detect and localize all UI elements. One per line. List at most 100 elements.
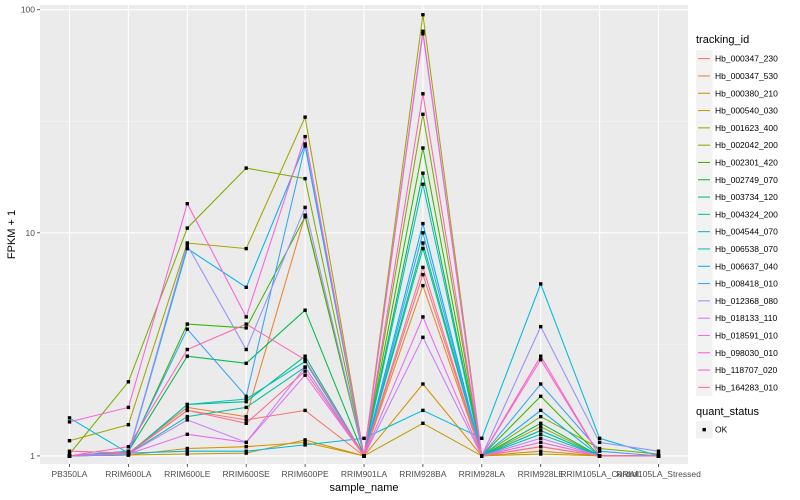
data-point <box>185 452 189 456</box>
data-point <box>303 443 307 447</box>
data-point <box>539 282 543 286</box>
x-tick-label: RRIM928LA <box>459 469 506 479</box>
data-point <box>244 322 248 326</box>
shape-legend: quant_status OK <box>696 406 759 439</box>
data-point <box>185 354 189 358</box>
x-axis-title: sample_name <box>329 482 398 494</box>
data-point <box>67 449 72 453</box>
data-point <box>244 440 248 445</box>
data-point <box>185 347 189 352</box>
data-point <box>303 373 307 377</box>
data-point <box>126 445 131 449</box>
legend-label: Hb_003734_120 <box>715 192 778 202</box>
data-point <box>421 272 425 277</box>
data-point <box>421 382 425 386</box>
data-point <box>185 241 189 245</box>
legend-item: Hb_004544_070 <box>696 223 778 241</box>
data-point <box>185 226 189 230</box>
data-point <box>244 285 248 289</box>
data-point <box>185 418 189 422</box>
data-point <box>539 428 543 433</box>
data-point <box>656 449 661 453</box>
data-point <box>185 243 189 247</box>
data-point <box>539 425 543 429</box>
data-point <box>539 445 543 449</box>
data-point <box>421 408 425 413</box>
data-point <box>539 414 543 419</box>
data-point <box>421 92 425 96</box>
data-point <box>303 308 307 312</box>
shape-legend-item: OK <box>696 421 728 439</box>
x-tick-label: RRIM600LA <box>105 469 152 479</box>
y-tick-label: 1 <box>30 451 35 461</box>
shape-legend-title: quant_status <box>696 406 759 418</box>
x-tick-label: RRIM105LA_Stressed <box>616 469 701 479</box>
data-point <box>421 315 425 319</box>
data-point <box>244 449 248 453</box>
data-point <box>185 246 189 251</box>
legend-item: Hb_002749_070 <box>696 171 778 189</box>
data-point <box>126 451 131 455</box>
data-point <box>539 432 543 436</box>
legend-item: Hb_002042_200 <box>696 136 778 154</box>
data-point <box>67 452 72 456</box>
data-point <box>539 382 543 386</box>
data-point <box>244 414 248 419</box>
data-point <box>185 446 189 451</box>
data-point <box>244 397 248 401</box>
data-point <box>185 202 189 206</box>
data-point <box>185 408 189 413</box>
data-point <box>421 29 425 33</box>
data-point <box>480 454 484 458</box>
data-point <box>539 408 543 413</box>
data-point <box>303 358 307 362</box>
data-point <box>303 354 307 358</box>
legend-item: Hb_164283_010 <box>696 378 778 396</box>
data-point <box>126 405 131 410</box>
data-point <box>597 446 602 451</box>
legend-item: Hb_008418_010 <box>696 274 778 293</box>
data-point <box>421 231 425 235</box>
data-point <box>185 402 189 407</box>
data-point <box>421 246 425 251</box>
data-point <box>244 394 248 398</box>
data-point <box>67 439 72 443</box>
x-tick-label: RRIM901LA <box>341 469 388 479</box>
data-point <box>244 347 248 352</box>
data-point <box>67 454 72 458</box>
data-point <box>421 171 425 175</box>
x-tick-label: RRIM600SE <box>223 469 271 479</box>
x-tick-label: RRIM600LE <box>164 469 211 479</box>
data-point <box>303 359 307 364</box>
legend-label: Hb_018133_110 <box>715 313 778 323</box>
data-point <box>244 361 248 365</box>
legend-label: Hb_002042_200 <box>715 140 778 150</box>
data-point <box>303 438 307 442</box>
legend-label: Hb_002749_070 <box>715 175 778 185</box>
y-tick-label: 100 <box>21 5 35 15</box>
data-point <box>539 358 543 362</box>
data-point <box>539 436 543 440</box>
data-point <box>244 421 248 425</box>
data-point <box>303 440 307 445</box>
x-tick-label: RRIM105LA_Control <box>560 469 639 479</box>
data-point <box>656 452 661 456</box>
data-point <box>421 112 425 116</box>
data-point <box>421 421 425 425</box>
data-point <box>67 416 72 420</box>
legend-item: Hb_000347_530 <box>696 67 778 85</box>
data-point <box>185 405 189 410</box>
y-axis-title: FPKM + 1 <box>6 210 18 259</box>
data-point <box>421 283 425 288</box>
data-points <box>67 13 661 458</box>
data-point <box>244 166 248 170</box>
x-tick-label: RRIM928LE <box>518 469 565 479</box>
data-point <box>539 324 543 329</box>
legend-item: Hb_003734_120 <box>696 188 778 206</box>
data-point <box>362 454 366 458</box>
legend-item: Hb_098030_010 <box>696 344 778 362</box>
legend-item: Hb_006538_070 <box>696 240 778 258</box>
data-point <box>303 115 307 119</box>
data-point <box>303 215 307 219</box>
